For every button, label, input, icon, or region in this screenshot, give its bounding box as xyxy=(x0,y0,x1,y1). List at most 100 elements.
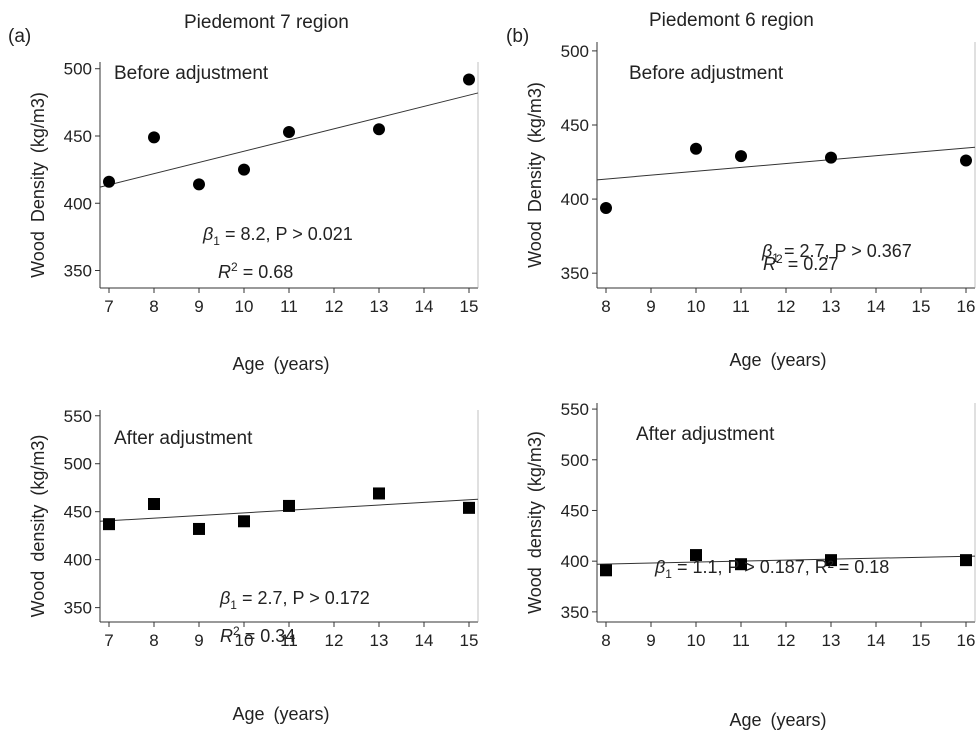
data-point xyxy=(690,142,702,155)
panel-label: After adjustment xyxy=(114,428,253,449)
data-point xyxy=(825,554,837,567)
x-tick-label: 7 xyxy=(104,297,113,316)
stats-annotation-r2: R2 = 0.27 xyxy=(763,252,838,274)
data-point xyxy=(238,515,250,528)
x-tick-label: 15 xyxy=(912,297,931,316)
data-point xyxy=(960,554,972,567)
regression-line xyxy=(99,92,479,188)
x-tick-label: 10 xyxy=(235,631,254,650)
x-axis-label: Age (years) xyxy=(232,354,329,374)
stats-annotation: β1 = 2.7, P > 0.172 xyxy=(219,588,370,612)
x-tick-label: 15 xyxy=(460,631,479,650)
y-axis-label: Wood Density (kg/m3) xyxy=(28,92,48,278)
x-tick-label: 9 xyxy=(194,297,203,316)
x-tick-label: 13 xyxy=(370,297,389,316)
x-tick-label: 8 xyxy=(601,297,610,316)
x-axis-label: Age (years) xyxy=(729,710,826,730)
panel-label: Before adjustment xyxy=(629,63,784,84)
x-tick-label: 16 xyxy=(957,297,976,316)
x-tick-label: 15 xyxy=(912,631,931,650)
data-point xyxy=(690,549,702,562)
regression-line xyxy=(596,555,976,565)
x-tick-label: 11 xyxy=(280,297,298,316)
stats-annotation: β1 = 8.2, P > 0.021 xyxy=(202,224,353,248)
y-tick-label: 400 xyxy=(64,194,92,213)
data-point xyxy=(735,558,747,571)
x-tick-label: 9 xyxy=(646,631,655,650)
x-tick-label: 12 xyxy=(777,631,796,650)
region-title-b: Piedemont 6 region xyxy=(649,10,814,31)
y-tick-label: 350 xyxy=(561,603,589,622)
x-tick-label: 14 xyxy=(867,631,886,650)
x-tick-label: 15 xyxy=(460,297,479,316)
y-axis-label: Wood density (kg/m3) xyxy=(525,431,545,614)
x-tick-label: 9 xyxy=(194,631,203,650)
data-point xyxy=(238,163,250,176)
x-tick-label: 14 xyxy=(415,631,434,650)
x-tick-label: 13 xyxy=(370,631,389,650)
stats-annotation: β1 = 1.1, P > 0.187, R² = 0.18 xyxy=(654,557,889,581)
stats-annotation: β1 = 2.7, P > 0.367 xyxy=(761,241,912,265)
data-point xyxy=(283,499,295,512)
data-point xyxy=(825,151,837,164)
panel-tag-b: (b) xyxy=(506,26,530,47)
data-point xyxy=(103,518,115,531)
x-tick-label: 8 xyxy=(601,631,610,650)
stats-annotation-r2: R2 = 0.34 xyxy=(220,624,295,646)
y-tick-label: 400 xyxy=(561,190,589,209)
data-point xyxy=(960,154,972,167)
panel-label: After adjustment xyxy=(636,424,775,445)
x-tick-label: 10 xyxy=(235,297,254,316)
y-axis-label: Wood density (kg/m3) xyxy=(28,435,48,618)
data-point xyxy=(600,564,612,577)
x-tick-label: 13 xyxy=(822,297,841,316)
x-tick-label: 8 xyxy=(149,631,158,650)
y-tick-label: 450 xyxy=(561,501,589,520)
x-tick-label: 11 xyxy=(732,631,750,650)
x-tick-label: 12 xyxy=(325,297,344,316)
x-tick-label: 16 xyxy=(957,631,976,650)
y-tick-label: 500 xyxy=(64,60,92,79)
x-tick-label: 13 xyxy=(822,631,841,650)
x-tick-label: 8 xyxy=(149,297,158,316)
y-tick-label: 550 xyxy=(64,407,92,426)
y-tick-label: 350 xyxy=(64,599,92,618)
panel-label: Before adjustment xyxy=(114,63,269,84)
x-tick-label: 9 xyxy=(646,297,655,316)
regression-line xyxy=(596,146,976,181)
y-tick-label: 450 xyxy=(64,503,92,522)
x-tick-label: 12 xyxy=(325,631,344,650)
y-axis-label: Wood Density (kg/m3) xyxy=(525,82,545,268)
x-tick-label: 14 xyxy=(867,297,886,316)
data-point xyxy=(148,498,160,511)
data-point xyxy=(735,150,747,163)
y-tick-label: 350 xyxy=(64,262,92,281)
x-tick-label: 12 xyxy=(777,297,796,316)
data-point xyxy=(600,201,612,214)
region-title-a: Piedemont 7 region xyxy=(184,12,349,33)
y-tick-label: 500 xyxy=(561,42,589,61)
y-tick-label: 550 xyxy=(561,400,589,419)
data-point xyxy=(193,522,205,535)
x-axis-label: Age (years) xyxy=(729,350,826,370)
y-tick-label: 400 xyxy=(64,551,92,570)
x-tick-label: 10 xyxy=(687,297,706,316)
stats-annotation-r2: R2 = 0.68 xyxy=(218,260,293,282)
data-point xyxy=(373,487,385,500)
x-tick-label: 11 xyxy=(280,631,298,650)
x-tick-label: 14 xyxy=(415,297,434,316)
y-tick-label: 350 xyxy=(561,264,589,283)
data-point xyxy=(463,501,475,514)
data-point xyxy=(148,131,160,144)
data-point xyxy=(283,125,295,138)
y-tick-label: 400 xyxy=(561,552,589,571)
x-tick-label: 10 xyxy=(687,631,706,650)
data-point xyxy=(463,73,475,86)
x-tick-label: 7 xyxy=(104,631,113,650)
y-tick-label: 450 xyxy=(561,116,589,135)
data-point xyxy=(373,123,385,136)
panel-tag-a: (a) xyxy=(8,26,32,47)
